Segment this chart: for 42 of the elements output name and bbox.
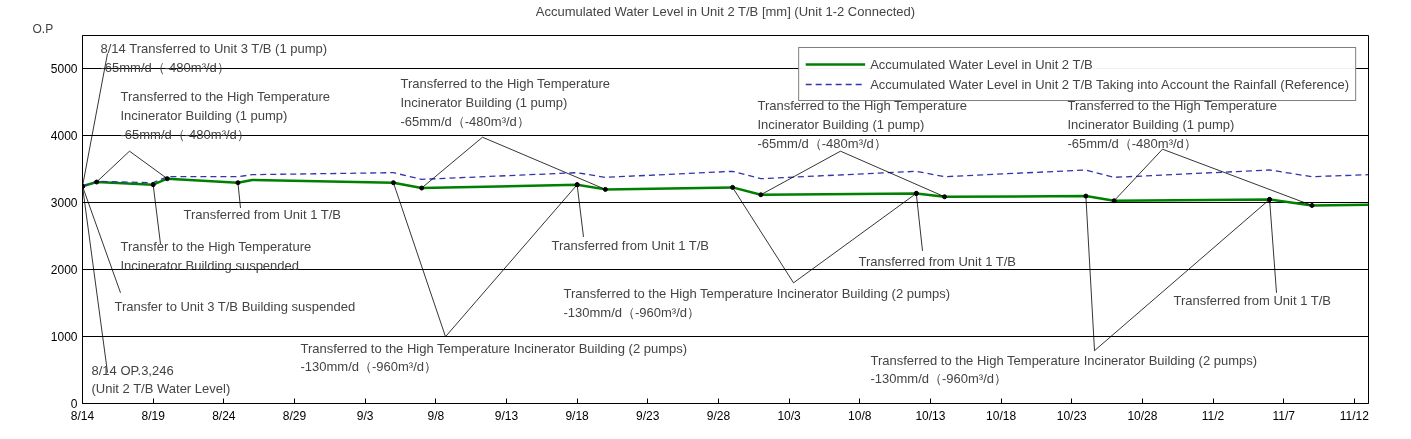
annotation: Transferred to the High Temperature Incinerator Building (2 pumps) -130mm/d（-960m³/d） <box>563 285 951 320</box>
y-tick-label: 2000 <box>50 263 78 278</box>
x-tick-label: 9/28 <box>706 408 731 423</box>
annotation: Transferred from Unit 1 T/B <box>183 207 341 223</box>
x-tick-label: 9/8 <box>427 408 445 423</box>
annotation: Transferred to the High Temperature Incinerator Building (2 pumps) -130mm/d（-960m³/d） <box>300 340 688 375</box>
y-tick-label: 0 <box>70 397 78 411</box>
x-tick-label: 10/13 <box>915 408 946 423</box>
legend-label: Accumulated Water Level in Unit 2 T/B <box>870 56 1093 72</box>
x-tick-label: 10/28 <box>1127 408 1158 423</box>
annotation: Transferred to the High Temperature Incinerator Building (1 pump) -65mm/d（-480m³/d） <box>1067 98 1278 151</box>
annotation: Transfer to Unit 3 T/B Building suspended <box>114 298 356 314</box>
x-tick-label: 11/12 <box>1339 408 1370 423</box>
x-tick-label: 9/3 <box>356 408 374 423</box>
legend-label: Accumulated Water Level in Unit 2 T/B Taking into Account the Rainfall (Reference) <box>870 76 1349 92</box>
x-tick-label: 9/23 <box>636 408 660 423</box>
x-tick-label: 11/7 <box>1272 408 1296 423</box>
annotation: Transferred from Unit 1 T/B <box>1173 292 1331 308</box>
annotation: 8/14 OP.3,246 (Unit 2 T/B Water Level) <box>91 362 231 397</box>
annotation: Transferred to the High Temperature Incinerator Building (1 pump) -65mm/d（-480m³/d） <box>400 76 611 129</box>
y-tick-label: 5000 <box>50 62 78 77</box>
x-tick-label: 9/18 <box>565 408 590 423</box>
annotation: Transferred from Unit 1 T/B <box>551 237 709 253</box>
x-tick-label: 8/24 <box>212 408 236 423</box>
x-tick-label: 10/23 <box>1056 408 1088 423</box>
x-tick-label: 8/14 <box>70 408 95 423</box>
x-tick-label: 10/3 <box>777 408 802 423</box>
annotation: Transfer to the High Temperature Incinerator Building suspended <box>120 238 312 273</box>
y-tick-label: 1000 <box>50 330 78 345</box>
x-tick-label: 9/13 <box>494 408 519 423</box>
y-tick-label: 3000 <box>50 196 78 211</box>
x-tick-label: 10/18 <box>986 408 1017 423</box>
annotation: Transferred to the High Temperature Incinerator Building (2 pumps) -130mm/d（-960m³/d） <box>870 352 1258 387</box>
annotation: Transferred to the High Temperature Incinerator Building (1 pump) -65mm/d（-480m³/d） <box>757 98 968 151</box>
x-tick-label: 10/8 <box>848 408 872 423</box>
y-axis-title: O.P <box>32 21 54 36</box>
x-tick-label: 8/19 <box>141 408 166 423</box>
annotation: Transferred from Unit 1 T/B <box>858 253 1016 269</box>
x-tick-label: 8/29 <box>282 408 307 423</box>
chart-title: Accumulated Water Level in Unit 2 T/B [mm] (Unit 1-2 Connected) <box>535 3 916 19</box>
x-tick-label: 11/2 <box>1201 408 1225 423</box>
y-tick-label: 4000 <box>50 129 78 144</box>
